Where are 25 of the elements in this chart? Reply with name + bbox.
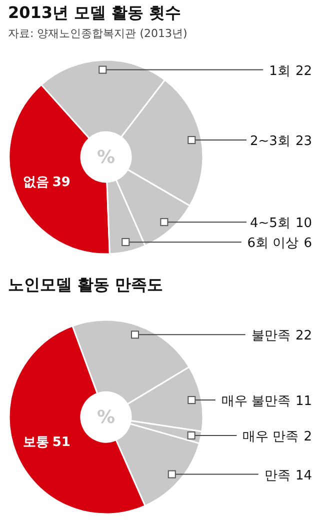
chart-title: 노인모델 활동 만족도 (8, 275, 164, 294)
data-label: 39 (52, 174, 70, 190)
chart-subtitle: 자료: 양재노인종합복지관 (2013년) (8, 27, 188, 40)
slice-label: 만족 (264, 468, 290, 484)
slice-label: 6회 이상 (247, 236, 299, 252)
data-label: 11 (295, 394, 312, 410)
data-label: 22 (295, 64, 312, 79)
slice-label: 매우 불만족 (221, 394, 290, 410)
data-label: 14 (295, 468, 312, 484)
slice-label: 2~3회 (250, 134, 290, 150)
data-label: 22 (295, 328, 312, 344)
slice-label: 없음 (22, 174, 49, 190)
data-label: 10 (295, 216, 312, 232)
slice-label: 매우 만족 (242, 429, 299, 444)
data-label: 2 (304, 429, 312, 444)
data-label: 6 (304, 236, 312, 252)
slice-label: 보통 (22, 434, 49, 450)
chart-title: 2013년 모델 활동 횟수 (8, 3, 182, 22)
text: % (96, 147, 116, 168)
text: % (96, 407, 116, 428)
data-label: 51 (52, 434, 70, 450)
slice-label: 불만족 (251, 328, 290, 344)
data-label: 23 (295, 134, 312, 150)
slice-label: 1회 (269, 64, 290, 79)
slice-label: 4~5회 (250, 216, 290, 232)
